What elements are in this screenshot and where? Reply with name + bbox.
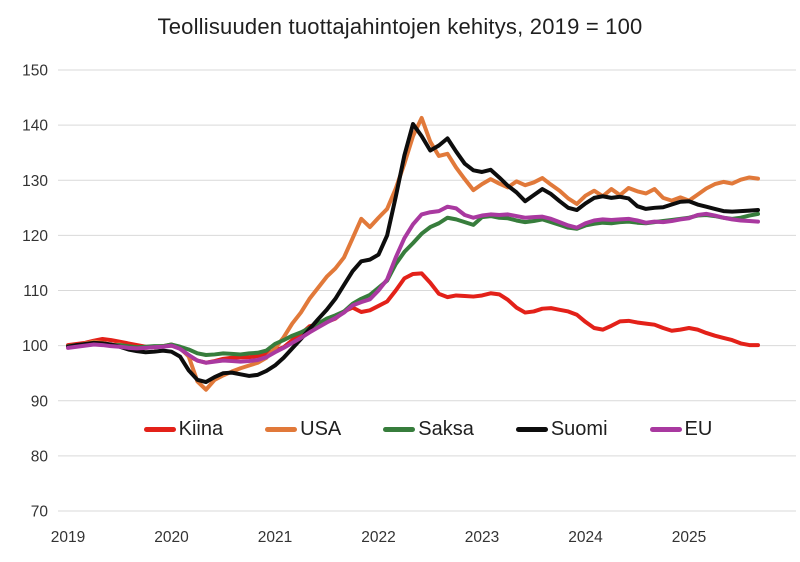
x-axis-tick-label: 2024 <box>568 529 603 546</box>
legend-item-kiina: Kiina <box>143 417 224 441</box>
legend-label: Saksa <box>418 417 474 440</box>
series-line-usa <box>66 115 760 392</box>
x-axis-tick-label: 2023 <box>465 529 499 546</box>
series-line-suomi <box>66 122 760 385</box>
legend-marker-usa <box>265 426 298 432</box>
series-line-kiina <box>66 271 760 365</box>
legend-item-saksa: Saksa <box>383 418 474 441</box>
y-axis-tick-label: 130 <box>22 173 48 190</box>
x-axis-tick-label: 2025 <box>672 529 706 546</box>
legend-marker-saksa <box>383 426 416 432</box>
chart-legend: Kiina USA Saksa Suomi EU <box>60 412 796 446</box>
legend-marker-eu <box>649 426 682 432</box>
legend-item-usa: USA <box>265 418 341 441</box>
y-axis-tick-label: 140 <box>22 118 48 135</box>
y-axis-tick-label: 80 <box>31 448 49 465</box>
y-axis-tick-label: 150 <box>22 63 48 80</box>
legend-label: EU <box>684 417 713 440</box>
y-axis-tick-label: 100 <box>22 338 48 355</box>
chart-title: Teollisuuden tuottajahintojen kehitys, 2… <box>157 14 643 39</box>
y-axis-tick-label: 110 <box>23 283 48 300</box>
y-axis-tick-label: 90 <box>31 393 49 410</box>
legend-marker-suomi <box>515 426 548 432</box>
x-axis-tick-label: 2022 <box>361 529 395 546</box>
legend-label: USA <box>300 417 342 440</box>
legend-item-suomi: Suomi <box>515 417 608 441</box>
legend-label: Kiina <box>178 417 224 440</box>
legend-label: Suomi <box>550 417 608 440</box>
y-axis-tick-label: 120 <box>22 228 48 245</box>
x-axis-tick-label: 2021 <box>258 529 292 546</box>
x-axis-tick-label: 2019 <box>51 529 85 546</box>
series-line-eu <box>66 204 760 365</box>
legend-item-eu: EU <box>649 417 713 441</box>
legend-marker-kiina <box>143 426 176 432</box>
x-axis-tick-label: 2020 <box>154 529 189 546</box>
y-axis-tick-label: 70 <box>31 504 49 521</box>
